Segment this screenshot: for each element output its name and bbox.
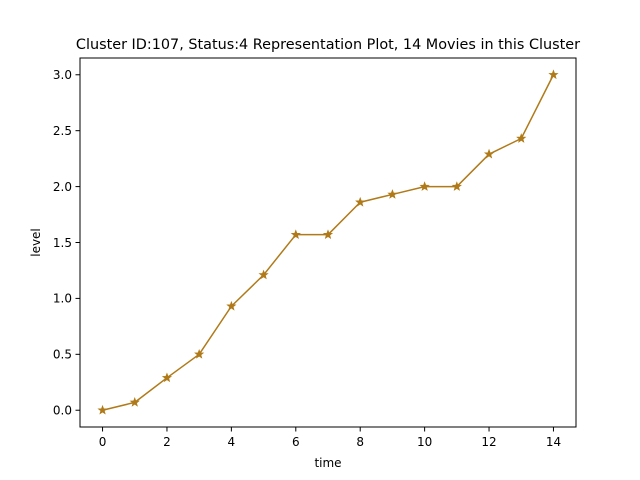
series-line [102, 74, 555, 411]
data-point [258, 269, 269, 280]
y-tick-label: 2.5 [53, 124, 72, 138]
x-tick-label: 10 [417, 435, 432, 449]
data-point [483, 148, 495, 159]
data-point [451, 181, 462, 191]
y-axis-label: level [29, 228, 43, 257]
data-point [194, 348, 205, 359]
data-point [129, 397, 140, 407]
data-point [226, 300, 237, 311]
x-tick-label: 8 [356, 435, 364, 449]
x-tick-label: 14 [546, 435, 561, 449]
x-axis-label: time [314, 456, 341, 470]
y-tick-label: 3.0 [53, 68, 72, 82]
y-tick-label: 2.0 [53, 180, 72, 194]
plot-area [97, 69, 559, 415]
y-axis-ticks: 0.0 0.5 1.0 1.5 2.0 2.5 3.0 [53, 68, 80, 418]
data-point [548, 69, 559, 80]
data-point [322, 229, 334, 239]
data-point [97, 404, 108, 415]
x-axis-ticks: 0 2 4 6 8 10 12 14 [99, 427, 561, 449]
data-point [290, 229, 301, 239]
x-tick-label: 6 [292, 435, 300, 449]
data-point [387, 189, 398, 199]
data-point [419, 181, 430, 191]
x-tick-label: 12 [481, 435, 496, 449]
data-point [161, 372, 173, 383]
x-tick-label: 0 [99, 435, 107, 449]
chart-title: Cluster ID:107, Status:4 Representation … [76, 37, 580, 53]
data-point [355, 196, 366, 207]
y-tick-label: 0.5 [53, 348, 72, 362]
axes-frame [79, 57, 577, 428]
x-tick-label: 2 [163, 435, 171, 449]
data-point [516, 133, 527, 143]
x-tick-label: 4 [228, 435, 236, 449]
y-tick-label: 1.5 [53, 236, 72, 250]
y-tick-label: 1.0 [53, 292, 72, 306]
y-tick-label: 0.0 [53, 404, 72, 418]
